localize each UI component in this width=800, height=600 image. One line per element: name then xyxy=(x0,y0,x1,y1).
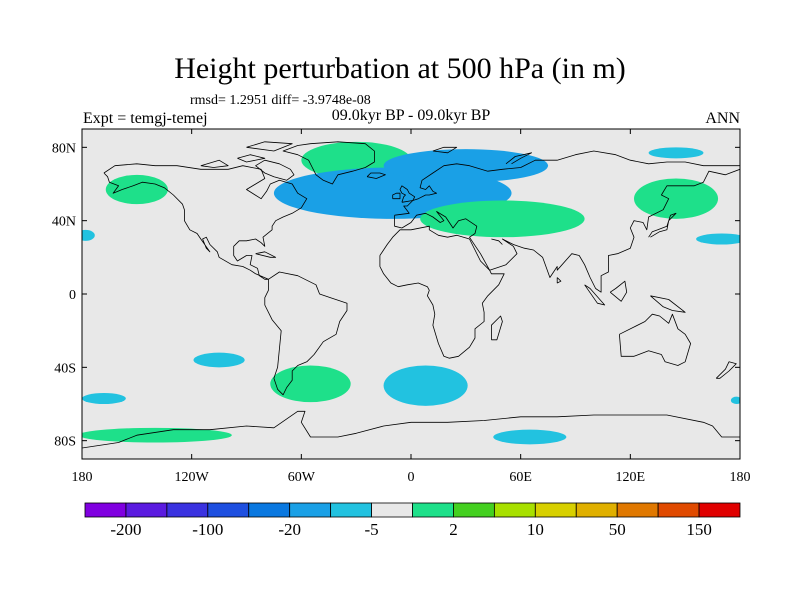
colorbar-label: 50 xyxy=(609,520,626,539)
colorbar-box xyxy=(84,502,127,518)
colorbar-label: -100 xyxy=(192,520,223,539)
coastline-arabia-gulf xyxy=(491,238,503,245)
x-tick-label: 180 xyxy=(72,470,93,485)
coastline-japan xyxy=(648,212,677,238)
anomaly-eurasia-negative xyxy=(383,149,549,183)
y-tick-label: 40S xyxy=(54,361,76,376)
coastline-new-guinea xyxy=(650,295,686,313)
anomaly-antarctic-positive xyxy=(82,427,232,443)
coastline-greenland xyxy=(282,141,375,185)
colorbar-box xyxy=(248,502,291,518)
anomaly-south-atlantic-positive xyxy=(270,365,351,403)
colorbar-box xyxy=(657,502,700,518)
axis-ticks: 180 120W 60W 0 60E 120E 180 80N 40N 0 40S 80S xyxy=(52,129,751,485)
colorbar-box xyxy=(616,502,659,518)
colorbar-box xyxy=(330,502,372,518)
colorbar-label: -200 xyxy=(110,520,141,539)
colorbar-box xyxy=(371,502,413,518)
colorbar-box xyxy=(166,502,209,518)
colorbar-box xyxy=(698,502,741,518)
x-tick-label: 180 xyxy=(730,470,751,485)
anomaly-alaska-positive xyxy=(105,174,168,205)
colorbar-box xyxy=(412,502,454,518)
colorbar-label: -5 xyxy=(364,520,378,539)
anomaly-south-pacific-far-negative xyxy=(82,393,126,404)
anomaly-antarctic-negative xyxy=(493,429,567,445)
anomaly-south-atlantic-negative xyxy=(383,365,468,406)
colorbar-box xyxy=(493,502,536,518)
coastline-eurasia xyxy=(394,150,740,293)
colorbar-box xyxy=(207,502,250,518)
coastline-hudson-bay-islands xyxy=(237,154,266,163)
y-tick-label: 40N xyxy=(52,215,76,230)
coastline-new-zealand xyxy=(715,361,737,379)
coastline-madagascar xyxy=(490,315,503,341)
coastline-sri-lanka xyxy=(556,277,562,284)
coastline-sumatra xyxy=(584,284,606,306)
x-tick-label: 60E xyxy=(509,470,532,485)
coastline-australia xyxy=(619,313,691,366)
plot-title: Height perturbation at 500 hPa (in m) xyxy=(174,52,626,85)
season-label: ANN xyxy=(705,110,740,127)
y-tick-label: 80S xyxy=(54,435,76,450)
stats-line: rmsd= 1.2951 diff= -3.9748e-08 xyxy=(190,93,371,108)
x-tick-label: 120W xyxy=(175,470,210,485)
coastline-novaya-zemlya xyxy=(505,152,532,165)
anomaly-siberia-negative xyxy=(648,147,704,159)
coastline-south-america xyxy=(264,271,348,396)
anomaly-south-pacific-negative xyxy=(193,352,245,368)
x-tick-label: 60W xyxy=(288,470,316,485)
y-tick-label: 80N xyxy=(52,141,76,156)
coastline-ireland xyxy=(392,192,401,200)
coastline-borneo xyxy=(609,280,628,302)
coastline-ellesmere xyxy=(246,141,293,152)
x-tick-label: 120E xyxy=(616,470,646,485)
x-tick-label: 0 xyxy=(408,470,415,485)
coastline-north-america xyxy=(103,163,308,280)
coastline-iceland xyxy=(366,172,386,179)
anomaly-east-asia-positive xyxy=(633,178,719,219)
anomaly-central-asia-positive xyxy=(420,200,585,238)
anomaly-layer xyxy=(82,141,740,445)
colorbar-box xyxy=(534,502,577,518)
anomaly-south-indian-negative xyxy=(730,396,740,404)
coastline-victoria-island xyxy=(200,159,229,168)
colorbar-label: 10 xyxy=(527,520,544,539)
colorbar-box xyxy=(453,502,495,518)
experiment-label: Expt = temgj-temej xyxy=(83,110,208,127)
coastline-svalbard xyxy=(432,146,458,154)
coastline-baffin-island xyxy=(255,159,295,181)
coastline-antarctica xyxy=(82,410,740,449)
coastline-uk xyxy=(399,185,416,203)
colorbar: -200 -100 -20 -5 2 10 50 150 xyxy=(84,502,741,539)
colorbar-label: -20 xyxy=(278,520,301,539)
colorbar-box xyxy=(125,502,168,518)
anomaly-pacific-east-negative xyxy=(696,233,740,245)
colorbar-box xyxy=(575,502,618,518)
colorbar-box xyxy=(289,502,332,518)
coastline-africa xyxy=(379,225,505,359)
coastline-layer xyxy=(82,141,740,449)
coastline-caribbean xyxy=(255,251,277,258)
y-tick-label: 0 xyxy=(69,288,76,303)
colorbar-label: 150 xyxy=(686,520,712,539)
anomaly-pacific-west-negative xyxy=(82,229,95,241)
colorbar-label: 2 xyxy=(449,520,458,539)
period-label: 09.0kyr BP - 09.0kyr BP xyxy=(331,107,491,124)
